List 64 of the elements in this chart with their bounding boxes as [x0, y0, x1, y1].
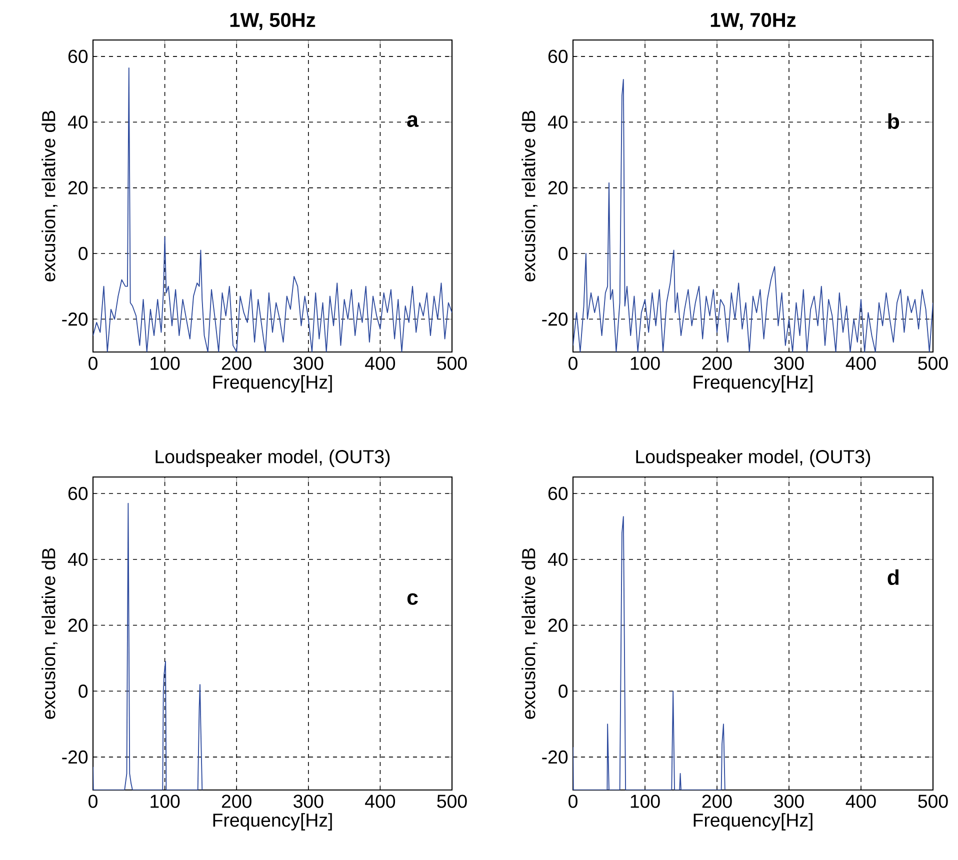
x-axis-title: Frequency[Hz] — [694, 813, 812, 830]
x-tick-label: 500 — [918, 356, 948, 370]
chart-title: Loudspeaker model, (OUT3) — [636, 450, 870, 467]
y-tick-label: -20 — [62, 312, 88, 326]
y-tick-label: 60 — [548, 50, 568, 64]
y-tick-label: -20 — [542, 312, 568, 326]
y-tick-label: 40 — [548, 115, 568, 129]
x-tick-label: 0 — [568, 794, 578, 808]
x-tick-label: 300 — [294, 356, 324, 370]
y-tick-label: -20 — [62, 750, 88, 764]
x-tick-label: 300 — [774, 794, 804, 808]
x-tick-label: 100 — [150, 356, 180, 370]
annotation: c — [407, 593, 418, 605]
x-axis-title: Frequency[Hz] — [213, 813, 332, 830]
x-tick-label: 0 — [568, 356, 578, 370]
x-axis-title: Frequency[Hz] — [694, 375, 812, 392]
y-tick-label: 60 — [548, 486, 568, 500]
y-axis-title: excusion, relative dB — [522, 548, 538, 719]
x-tick-label: 500 — [437, 356, 467, 370]
y-axis-title: excusion, relative dB — [42, 110, 58, 282]
chart-title: 1W, 70Hz — [710, 12, 796, 30]
y-tick-label: 20 — [548, 618, 568, 632]
x-tick-label: 400 — [846, 356, 876, 370]
x-axis-title: Frequency[Hz] — [213, 375, 332, 392]
line-series — [93, 67, 452, 352]
x-tick-label: 0 — [88, 794, 98, 808]
x-tick-label: 400 — [846, 794, 876, 808]
x-tick-label: 100 — [630, 356, 660, 370]
x-tick-label: 200 — [222, 356, 252, 370]
y-tick-label: 20 — [548, 181, 568, 194]
y-tick-label: 40 — [548, 552, 568, 566]
y-tick-label: 40 — [68, 552, 88, 566]
y-tick-label: 20 — [68, 618, 88, 632]
x-tick-label: 300 — [774, 356, 804, 370]
y-tick-label: 60 — [68, 50, 88, 64]
x-tick-label: 200 — [702, 356, 732, 370]
x-tick-label: 500 — [918, 794, 948, 808]
y-tick-label: 20 — [68, 181, 88, 194]
y-axis-title: excusion, relative dB — [42, 548, 58, 719]
y-axis-title: excusion, relative dB — [522, 110, 538, 282]
x-tick-label: 300 — [294, 794, 324, 808]
x-tick-label: 100 — [150, 794, 180, 808]
annotation: d — [888, 569, 899, 585]
x-tick-label: 100 — [630, 794, 660, 808]
x-tick-label: 500 — [437, 794, 467, 808]
chart-title: Loudspeaker model, (OUT3) — [156, 450, 390, 467]
x-tick-label: 0 — [88, 356, 98, 370]
y-tick-label: 40 — [68, 115, 88, 129]
x-tick-label: 200 — [222, 794, 252, 808]
line-series — [573, 516, 726, 790]
y-tick-label: 0 — [558, 684, 568, 698]
y-tick-label: 0 — [78, 246, 88, 260]
chart-title: 1W, 50Hz — [230, 12, 316, 30]
line-series — [573, 78, 933, 352]
x-tick-label: 200 — [702, 794, 732, 808]
y-tick-label: 0 — [78, 684, 88, 698]
y-tick-label: 0 — [558, 246, 568, 260]
x-tick-label: 400 — [365, 794, 396, 808]
annotation: a — [407, 115, 419, 127]
line-series — [93, 502, 203, 790]
annotation: b — [888, 113, 900, 129]
x-tick-label: 400 — [365, 356, 396, 370]
y-tick-label: -20 — [542, 750, 568, 764]
y-tick-label: 60 — [68, 486, 88, 500]
